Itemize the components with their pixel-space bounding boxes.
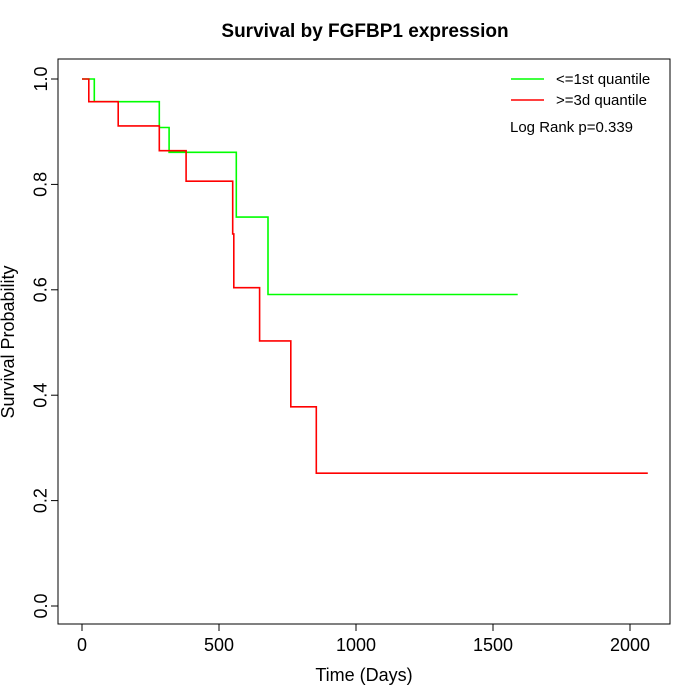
- log-rank-annotation: Log Rank p=0.339: [510, 119, 633, 136]
- plot-frame: [57, 58, 671, 625]
- x-tick-label: 1500: [473, 635, 513, 655]
- y-tick-label: 0.8: [31, 172, 51, 197]
- y-axis: 0.0 0.2 0.4 0.6 0.8 1.0: [31, 66, 59, 619]
- x-tick-label: 500: [204, 635, 234, 655]
- y-tick-label: 0.6: [31, 277, 51, 302]
- x-tick-label: 0: [77, 635, 87, 655]
- y-axis-title: Survival Probability: [0, 265, 18, 418]
- x-tick-label: 1000: [336, 635, 376, 655]
- x-axis-title: Time (Days): [315, 665, 412, 685]
- survival-curve-series-2: [82, 78, 648, 474]
- y-tick-label: 0.4: [31, 383, 51, 408]
- x-axis: 0 500 1000 1500 2000: [77, 623, 650, 655]
- legend-label-series-1: <=1st quantile: [556, 71, 650, 88]
- legend-label-series-2: >=3d quantile: [556, 92, 647, 109]
- chart-title: Survival by FGFBP1 expression: [221, 21, 508, 42]
- legend: <=1st quantile >=3d quantile: [511, 71, 650, 109]
- y-tick-label: 1.0: [31, 66, 51, 91]
- x-tick-label: 2000: [610, 635, 650, 655]
- y-tick-label: 0.2: [31, 488, 51, 513]
- survival-curve-series-1: [82, 78, 518, 296]
- y-tick-label: 0.0: [31, 593, 51, 618]
- series-layer: [82, 78, 648, 474]
